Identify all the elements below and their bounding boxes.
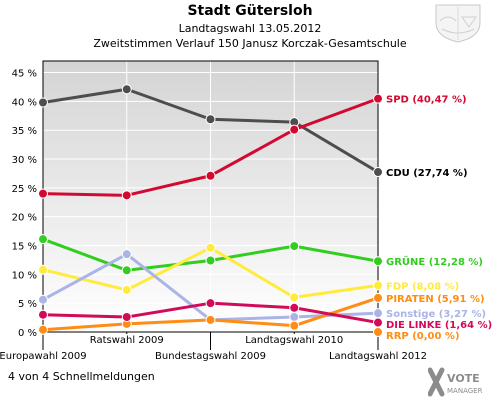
data-point <box>373 167 383 178</box>
data-point <box>373 317 383 328</box>
data-point <box>289 312 300 323</box>
series-spd <box>38 93 383 201</box>
y-tick-label: 10 % <box>12 270 37 281</box>
data-point <box>38 188 48 199</box>
series-fdp <box>38 242 383 303</box>
data-point <box>205 242 216 253</box>
x-tick-label: Ratswahl 2009 <box>90 335 164 346</box>
data-point <box>373 292 383 303</box>
data-point <box>205 114 216 125</box>
data-point <box>205 314 216 325</box>
series-rrp <box>373 327 383 337</box>
x-tick-label: Europawahl 2009 <box>0 351 87 362</box>
data-point <box>289 124 300 135</box>
y-tick-label: 15 % <box>12 242 37 253</box>
data-point <box>38 264 48 275</box>
data-point <box>289 320 300 331</box>
data-point <box>289 302 300 313</box>
y-tick-label: 35 % <box>12 126 37 137</box>
y-tick-label: 20 % <box>12 213 37 224</box>
data-point <box>121 249 132 260</box>
y-tick-label: 5 % <box>18 299 37 310</box>
logo-text-vote: VOTE <box>447 372 480 385</box>
y-tick-label: 40 % <box>12 97 37 108</box>
y-tick-label: 45 % <box>12 69 37 80</box>
data-point <box>205 298 216 309</box>
y-tick-label: 30 % <box>12 155 37 166</box>
data-point <box>121 312 132 323</box>
data-point <box>373 280 383 291</box>
x-tick-label: Landtagswahl 2012 <box>329 351 427 362</box>
data-point <box>373 327 383 337</box>
coat-of-arms-icon <box>435 4 481 43</box>
data-point <box>38 234 48 245</box>
series-end-label: CDU (27,74 %) <box>386 168 468 179</box>
data-point <box>289 241 300 252</box>
data-point <box>373 256 383 267</box>
series-gr-ne <box>38 234 383 276</box>
series-end-label: RRP (0,00 %) <box>386 331 460 342</box>
data-point <box>121 84 132 95</box>
series-piraten <box>38 292 383 335</box>
chart-subtitle-district: Zweitstimmen Verlauf 150 Janusz Korczak-… <box>93 37 407 50</box>
data-point <box>205 255 216 266</box>
y-tick-label: 0 % <box>18 328 37 339</box>
data-point <box>38 97 48 108</box>
chart-subtitle-election: Landtagswahl 13.05.2012 <box>178 22 322 35</box>
series-die-linke <box>38 298 383 328</box>
x-tick-label: Landtagswahl 2010 <box>245 335 343 346</box>
y-tick-label: 25 % <box>12 184 37 195</box>
data-point <box>121 284 132 295</box>
series-end-label: FDP (8,08 %) <box>386 281 459 292</box>
series-end-label: SPD (40,47 %) <box>386 95 467 106</box>
data-point <box>289 292 300 303</box>
data-point <box>38 309 48 320</box>
data-point <box>38 294 48 305</box>
data-point <box>373 93 383 104</box>
series-end-label: DIE LINKE (1,64 %) <box>386 320 492 331</box>
series-cdu <box>38 84 383 178</box>
series-end-label: GRÜNE (12,28 %) <box>386 254 483 268</box>
chart-title: Stadt Gütersloh <box>187 3 313 19</box>
votemanager-logo: VOTE MANAGER <box>428 367 483 397</box>
series-end-label: PIRATEN (5,91 %) <box>386 294 485 305</box>
data-point <box>121 265 132 276</box>
data-point <box>373 308 383 319</box>
data-point <box>205 170 216 181</box>
series-end-label: Sonstige (3,27 %) <box>386 309 486 320</box>
data-point <box>121 190 132 201</box>
status-text: 4 von 4 Schnellmeldungen <box>8 370 155 383</box>
data-point <box>38 324 48 335</box>
logo-text-manager: MANAGER <box>447 387 483 395</box>
x-tick-label: Bundestagswahl 2009 <box>155 351 266 362</box>
